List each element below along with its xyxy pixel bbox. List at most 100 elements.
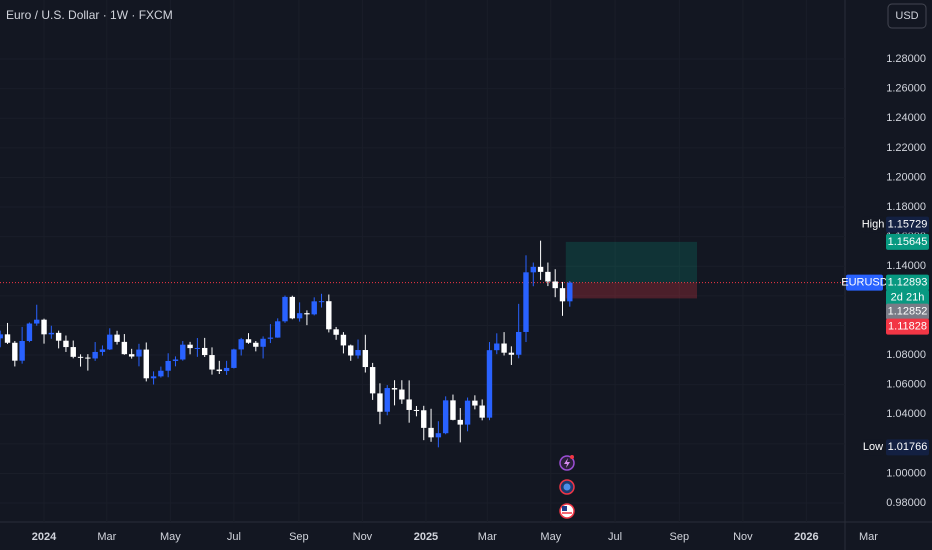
stop-value: 1.11828	[888, 321, 927, 333]
candle-body	[194, 347, 201, 349]
target-value-box	[886, 233, 929, 250]
x-tick-label: Nov	[353, 531, 373, 543]
candle-body	[413, 409, 420, 411]
candle-body	[165, 360, 171, 371]
candle-body	[289, 296, 296, 319]
x-tick-label: Sep	[289, 531, 309, 543]
candle-body	[245, 339, 252, 343]
candle-body	[399, 389, 405, 400]
x-tick-label: Mar	[97, 531, 116, 543]
candle-body	[275, 321, 281, 338]
candle-body	[121, 341, 128, 355]
lightning	[564, 458, 570, 468]
candle-body	[253, 342, 259, 347]
candle-body	[391, 388, 398, 390]
candle-body	[260, 338, 266, 347]
candle-body	[231, 349, 237, 368]
candle-body	[180, 344, 186, 360]
candle-body	[435, 433, 442, 438]
grid	[0, 0, 845, 522]
plot-area	[0, 240, 845, 448]
candle-body	[107, 334, 113, 350]
candle-body	[85, 357, 91, 359]
x-tick-label: Mar	[478, 531, 497, 543]
marker-price-value-box	[886, 303, 929, 320]
y-tick-label: 1.14000	[886, 260, 926, 272]
candle-body	[136, 349, 142, 357]
candle-body	[494, 343, 500, 351]
candle-body	[567, 282, 573, 302]
x-tick-label: 2025	[414, 531, 438, 543]
candle-body	[428, 427, 434, 438]
x-tick-label: Jul	[227, 531, 241, 543]
y-tick-label: 1.26000	[886, 83, 926, 95]
candle-body	[377, 393, 383, 412]
countdown: 2d 21h	[891, 292, 925, 304]
last-price-value: 1.12893	[888, 277, 928, 289]
x-tick-label: Sep	[670, 531, 690, 543]
candle-body	[442, 400, 449, 434]
low-value-box	[886, 439, 929, 456]
candle-body	[384, 388, 390, 412]
candle-body	[267, 337, 274, 339]
candle-body	[486, 350, 493, 418]
stop-value-box	[886, 318, 929, 335]
y-tick-label: 1.08000	[886, 349, 926, 361]
y-tick-label: 1.28000	[886, 53, 926, 65]
currency-label[interactable]: USD	[895, 10, 918, 22]
symbol-label: EURUSD	[841, 277, 888, 289]
y-tick-label: 1.04000	[886, 408, 926, 420]
x-tick-label: Jul	[608, 531, 622, 543]
candle-body	[77, 356, 84, 358]
candle-body	[238, 339, 244, 350]
globe	[563, 483, 571, 491]
candle-body	[296, 313, 303, 319]
y-tick-label: 1.00000	[886, 467, 926, 479]
candle-body	[216, 369, 222, 372]
y-tick-label: 1.22000	[886, 142, 926, 154]
candle-body	[34, 319, 40, 324]
candle-body	[369, 367, 376, 394]
candle-body	[55, 332, 62, 341]
candle-body	[333, 329, 339, 335]
high-value: 1.15729	[888, 219, 928, 231]
high-value-box	[886, 216, 929, 233]
candle-body	[348, 345, 354, 356]
x-tick-label: May	[160, 531, 181, 543]
marker-price-value: 1.12852	[888, 306, 928, 318]
candle-body	[406, 399, 412, 410]
low-label-box	[862, 439, 884, 456]
symbol-label-box	[846, 274, 883, 291]
candle-body	[143, 349, 149, 379]
candle-body	[464, 400, 471, 425]
candle-body	[537, 266, 544, 272]
candle-body	[0, 334, 3, 339]
position-target-zone	[565, 241, 697, 283]
event-icons	[559, 455, 575, 519]
high-label-box	[862, 216, 884, 233]
candle-body	[187, 344, 193, 349]
flag	[562, 506, 567, 511]
candle-body	[326, 301, 332, 330]
candle-body	[41, 319, 47, 335]
currency-button[interactable]	[887, 3, 927, 29]
chart-title: Euro / U.S. Dollar · 1W · FXCM	[6, 8, 173, 22]
low-value: 1.01766	[888, 441, 928, 453]
candle-body	[26, 323, 33, 341]
candle-body	[530, 266, 536, 273]
candle-body	[421, 410, 427, 428]
candle-body	[63, 340, 69, 348]
x-tick-label: 2024	[32, 531, 57, 543]
target-value: 1.15645	[888, 236, 928, 248]
candle-body	[4, 334, 11, 343]
candle-body	[450, 400, 456, 420]
x-tick-label: May	[540, 531, 561, 543]
candle-body	[12, 342, 18, 361]
x-tick-label: Mar	[859, 531, 878, 543]
candle-body	[515, 331, 522, 355]
candle-body	[552, 281, 558, 289]
low-label: Low	[863, 441, 883, 453]
candle-body	[172, 359, 179, 361]
candle-body	[70, 347, 76, 357]
